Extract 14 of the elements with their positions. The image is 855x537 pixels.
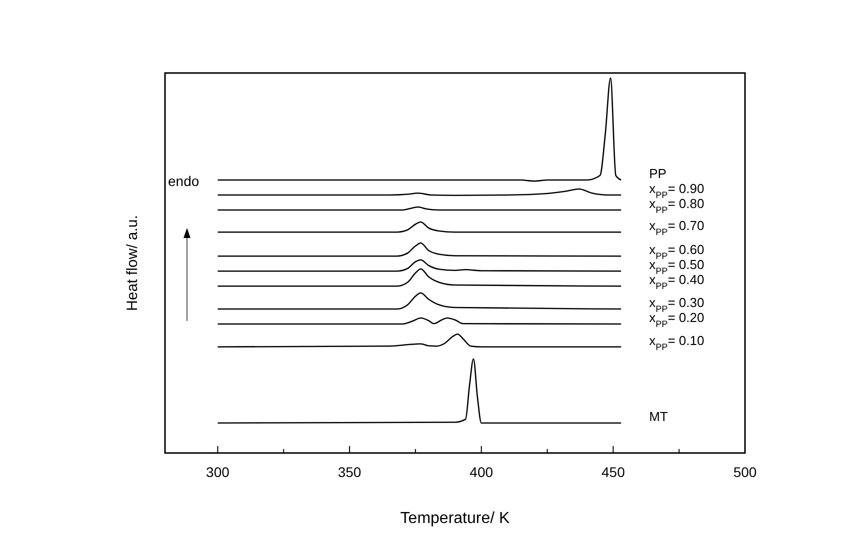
x-axis-title: Temperature/ K — [400, 510, 510, 527]
text: x$_{PP}$= 0.30 — [649, 295, 704, 314]
x-tick-label: 450 — [602, 464, 626, 480]
x-tick-label: 400 — [470, 464, 494, 480]
annotation: endo — [168, 173, 200, 189]
x-tick-label: 500 — [733, 464, 757, 480]
text: x$_{PP}$= 0.90 — [649, 181, 704, 200]
x-tick-label: 350 — [338, 464, 362, 480]
text: x$_{PP}$= 0.70 — [649, 218, 704, 238]
text: MT — [649, 409, 668, 424]
text: PP — [649, 166, 666, 181]
y-axis-title: Heat flow/ a.u. — [124, 215, 141, 311]
x-tick-label: 300 — [206, 464, 230, 480]
text: x$_{PP}$= 0.10 — [649, 332, 704, 352]
